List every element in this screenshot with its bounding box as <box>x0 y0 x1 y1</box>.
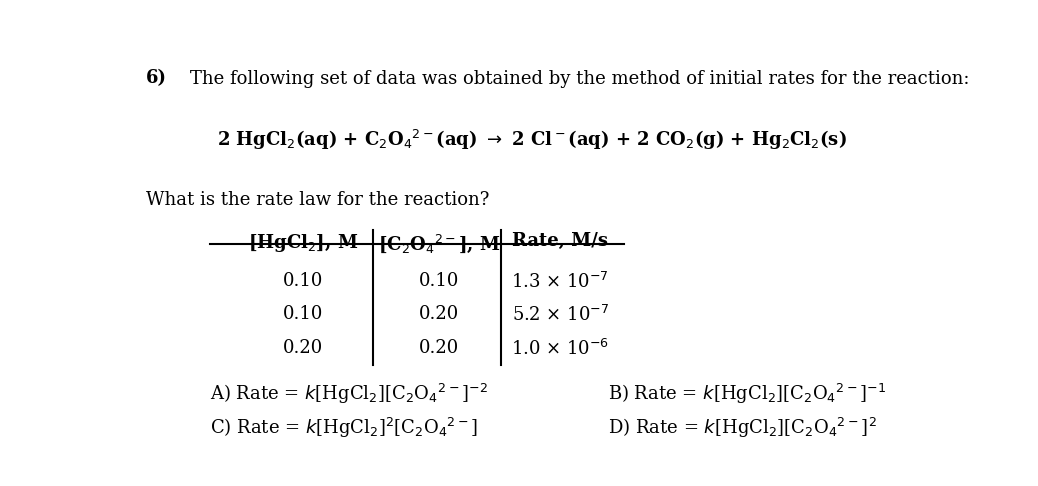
Text: A) Rate = $k$[HgCl$_2$][C$_2$O$_4$$^{2-}$]$^{-2}$: A) Rate = $k$[HgCl$_2$][C$_2$O$_4$$^{2-}… <box>210 382 488 406</box>
Text: 0.20: 0.20 <box>282 339 323 357</box>
Text: What is the rate law for the reaction?: What is the rate law for the reaction? <box>145 191 489 209</box>
Text: 0.10: 0.10 <box>282 272 323 290</box>
Text: C) Rate = $k$[HgCl$_2$]$^2$[C$_2$O$_4$$^{2-}$]: C) Rate = $k$[HgCl$_2$]$^2$[C$_2$O$_4$$^… <box>210 416 479 440</box>
Text: 0.20: 0.20 <box>419 339 460 357</box>
Text: [HgCl$_2$], M: [HgCl$_2$], M <box>248 232 358 254</box>
Text: The following set of data was obtained by the method of initial rates for the re: The following set of data was obtained b… <box>190 69 969 87</box>
Text: 0.10: 0.10 <box>282 305 323 323</box>
Text: 0.20: 0.20 <box>419 305 460 323</box>
Text: 2 HgCl$_2$(aq) + C$_2$O$_4$$^{2-}$(aq) $\rightarrow$ 2 Cl$^-$(aq) + 2 CO$_2$(g) : 2 HgCl$_2$(aq) + C$_2$O$_4$$^{2-}$(aq) $… <box>217 127 847 152</box>
Text: [C$_2$O$_4$$^{2-}$], M: [C$_2$O$_4$$^{2-}$], M <box>378 232 500 255</box>
Text: 1.3 × 10$^{-7}$: 1.3 × 10$^{-7}$ <box>512 272 609 292</box>
Text: Rate, M/s: Rate, M/s <box>512 232 608 250</box>
Text: 5.2 × 10$^{-7}$: 5.2 × 10$^{-7}$ <box>512 305 608 326</box>
Text: 6): 6) <box>145 69 167 87</box>
Text: 0.10: 0.10 <box>419 272 460 290</box>
Text: 1.0 × 10$^{-6}$: 1.0 × 10$^{-6}$ <box>511 339 609 359</box>
Text: B) Rate = $k$[HgCl$_2$][C$_2$O$_4$$^{2-}$]$^{-1}$: B) Rate = $k$[HgCl$_2$][C$_2$O$_4$$^{2-}… <box>608 382 886 406</box>
Text: D) Rate = $k$[HgCl$_2$][C$_2$O$_4$$^{2-}$]$^2$: D) Rate = $k$[HgCl$_2$][C$_2$O$_4$$^{2-}… <box>608 416 877 440</box>
